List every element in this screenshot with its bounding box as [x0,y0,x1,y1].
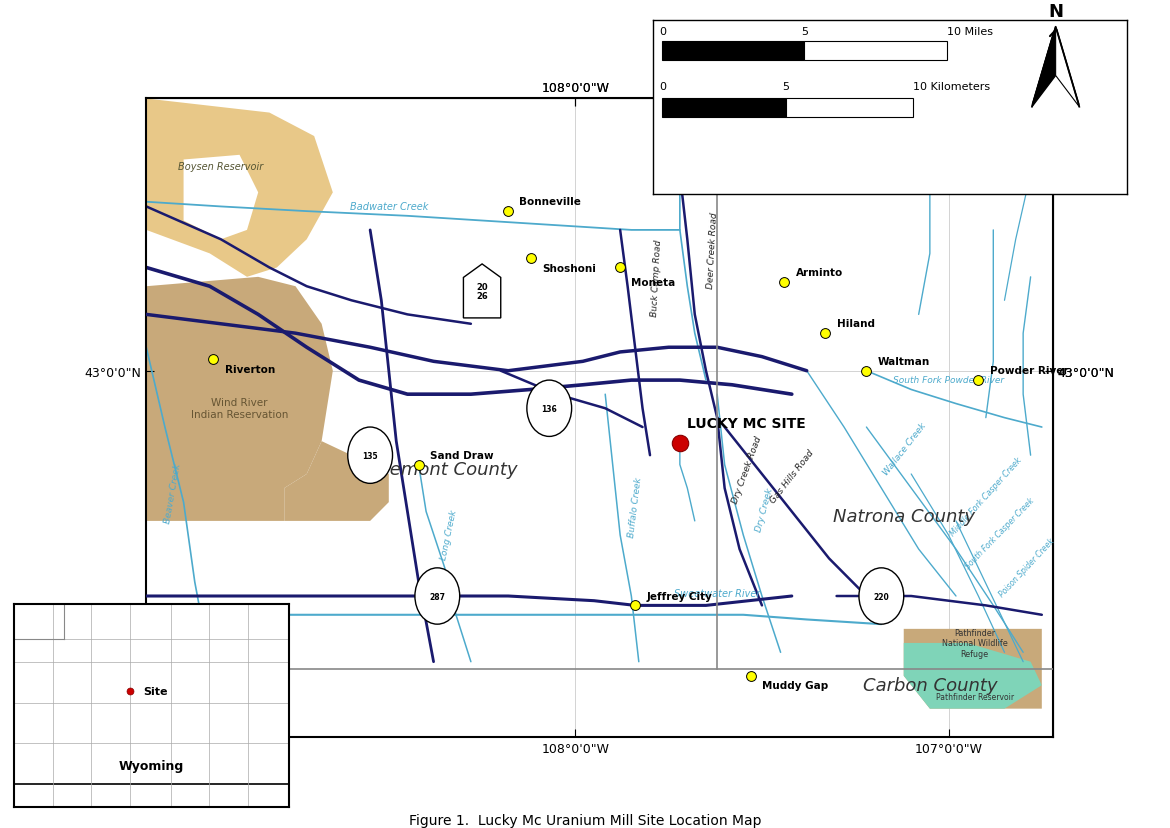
Text: Gas Hills Road: Gas Hills Road [769,448,815,504]
Circle shape [415,568,460,624]
Text: 135: 135 [363,451,378,460]
Polygon shape [903,643,1041,709]
Point [521,252,539,265]
Text: Powder River: Powder River [990,366,1068,376]
Text: Dry Creek: Dry Creek [755,487,775,532]
Circle shape [347,427,392,484]
Polygon shape [146,277,332,522]
Text: 0: 0 [659,26,666,36]
Polygon shape [903,629,1041,709]
Bar [805,41,947,60]
Text: South Fork Powder River: South Fork Powder River [893,376,1004,385]
Text: Pathfinder
National Wildlife
Refuge: Pathfinder National Wildlife Refuge [942,628,1007,658]
Point [410,459,428,472]
Point [670,437,689,450]
Polygon shape [1055,27,1079,108]
Text: Natrona County: Natrona County [833,508,975,525]
Text: Fremont County: Fremont County [372,460,517,479]
Text: Muddy Gap: Muddy Gap [762,681,828,691]
Text: Boysen Reservoir: Boysen Reservoir [178,161,263,171]
Polygon shape [463,265,501,319]
Text: Waltman: Waltman [878,357,930,367]
Text: Middle Fork Casper Creek: Middle Fork Casper Creek [949,455,1024,537]
Point [611,262,629,275]
Text: Shoshoni: Shoshoni [542,263,596,273]
Text: Lysite: Lysite [691,169,725,179]
Text: Jeffrey City: Jeffrey City [646,591,713,601]
Text: 0: 0 [659,82,666,92]
Text: 10 Miles: 10 Miles [947,26,992,36]
Text: Long Creek: Long Creek [439,509,459,561]
Text: South Fork Casper Creek: South Fork Casper Creek [963,496,1035,570]
Point [969,374,987,388]
Text: Dry Creek Road: Dry Creek Road [730,435,763,504]
Text: Wyoming: Wyoming [119,759,184,773]
Point [775,276,793,289]
Polygon shape [14,604,289,784]
Text: Sand Draw: Sand Draw [429,450,494,460]
Polygon shape [1032,27,1055,108]
Text: Wind River
Indian Reservation: Wind River Indian Reservation [191,398,288,420]
Text: 5: 5 [782,82,789,92]
Text: LUCKY MC SITE: LUCKY MC SITE [687,416,806,431]
Point [742,669,760,682]
Text: Deer Creek Road: Deer Creek Road [706,212,720,289]
Text: 10 Kilometers: 10 Kilometers [914,82,991,92]
Point [626,599,645,612]
Text: 136: 136 [542,404,557,413]
Point [498,205,517,219]
Text: 20
26: 20 26 [476,282,488,301]
Circle shape [859,568,903,624]
Point [204,353,222,366]
Text: Sweetwater River: Sweetwater River [674,588,760,599]
Text: Badwater Creek: Badwater Creek [350,201,428,211]
Text: Arminto: Arminto [796,267,842,277]
Bar [785,99,914,118]
Text: Bonneville: Bonneville [519,197,581,207]
Text: Hiland: Hiland [837,319,874,329]
Text: N: N [1048,2,1064,21]
Text: Moneta: Moneta [632,277,675,287]
Text: Buck Camp Road: Buck Camp Road [651,239,663,317]
Text: 220: 220 [874,592,889,601]
Polygon shape [284,441,388,522]
Text: 5: 5 [801,26,808,36]
Text: Riverton: Riverton [225,364,275,374]
Text: Pathfinder Reservoir: Pathfinder Reservoir [936,692,1013,701]
Circle shape [526,381,572,437]
Text: Wallace Creek: Wallace Creek [881,421,928,476]
Bar [662,99,785,118]
Text: Carbon County: Carbon County [862,676,997,694]
Point [858,364,876,378]
Polygon shape [146,99,332,277]
Text: Site: Site [143,686,167,696]
Text: Poison Spider Creek: Poison Spider Creek [997,537,1055,599]
Bar [662,41,805,60]
Text: Beaver Creek: Beaver Creek [163,462,183,523]
Point [815,327,834,340]
Text: Figure 1.  Lucky Mc Uranium Mill Site Location Map: Figure 1. Lucky Mc Uranium Mill Site Loc… [408,813,762,827]
Text: Buffalo Creek: Buffalo Creek [627,476,644,537]
Point [121,685,139,698]
Text: 287: 287 [429,592,446,601]
Point [670,177,689,190]
Polygon shape [184,156,259,240]
Bar [14,604,63,639]
